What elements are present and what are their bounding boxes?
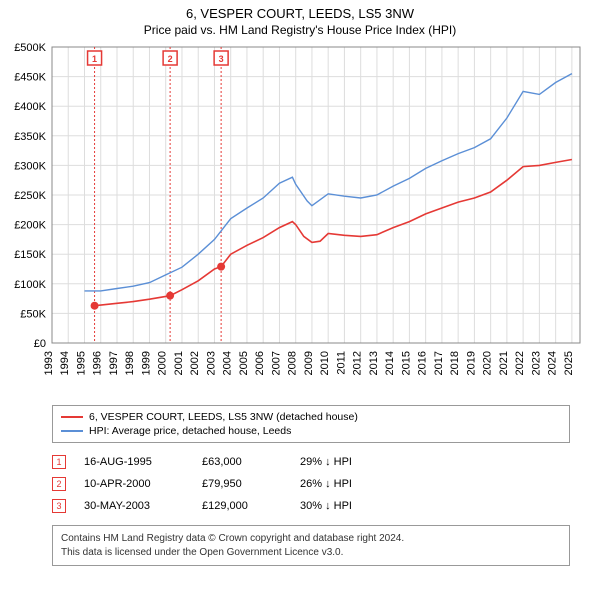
y-tick-label: £300K [14, 160, 46, 172]
sales-table: 1 16-AUG-1995 £63,000 29% ↓ HPI 2 10-APR-2000… [52, 451, 570, 517]
sale-marker-icon: 2 [52, 477, 66, 491]
y-tick-label: £450K [14, 72, 46, 84]
x-tick-label: 1999 [140, 351, 152, 375]
x-tick-label: 2001 [173, 351, 185, 375]
legend-label: HPI: Average price, detached house, Leed… [89, 425, 291, 437]
sale-hpi-delta: 30% ↓ HPI [300, 500, 352, 512]
x-tick-label: 2015 [400, 351, 412, 375]
y-tick-label: £500K [14, 42, 46, 54]
x-tick-label: 2024 [547, 351, 559, 375]
y-tick-label: £250K [14, 190, 46, 202]
sale-dot [91, 302, 99, 310]
x-tick-label: 2018 [449, 351, 461, 375]
x-tick-label: 1993 [43, 351, 55, 375]
chart-container: 6, VESPER COURT, LEEDS, LS5 3NW Price pa… [0, 0, 600, 566]
sale-marker-number: 3 [219, 54, 224, 64]
x-tick-label: 2003 [205, 351, 217, 375]
sale-price: £63,000 [202, 456, 282, 468]
y-tick-label: £50K [20, 308, 46, 320]
sale-date: 16-AUG-1995 [84, 456, 184, 468]
footer-line-1: Contains HM Land Registry data © Crown c… [61, 532, 561, 546]
x-tick-label: 1996 [92, 351, 104, 375]
legend-swatch [61, 416, 83, 418]
x-tick-label: 2004 [222, 351, 234, 375]
sale-row: 1 16-AUG-1995 £63,000 29% ↓ HPI [52, 451, 570, 473]
x-tick-label: 2017 [433, 351, 445, 375]
y-tick-label: £0 [34, 338, 46, 350]
sale-date: 10-APR-2000 [84, 478, 184, 490]
y-tick-label: £400K [14, 101, 46, 113]
title-block: 6, VESPER COURT, LEEDS, LS5 3NW Price pa… [0, 0, 600, 39]
sale-hpi-delta: 29% ↓ HPI [300, 456, 352, 468]
x-tick-label: 1994 [59, 351, 71, 375]
sale-date: 30-MAY-2003 [84, 500, 184, 512]
y-tick-label: £100K [14, 279, 46, 291]
legend-label: 6, VESPER COURT, LEEDS, LS5 3NW (detache… [89, 411, 358, 423]
x-tick-label: 2008 [287, 351, 299, 375]
x-tick-label: 2010 [319, 351, 331, 375]
legend-item: HPI: Average price, detached house, Leed… [61, 424, 561, 438]
sale-marker-number: 1 [92, 54, 97, 64]
x-tick-label: 2007 [270, 351, 282, 375]
x-tick-label: 1997 [108, 351, 120, 375]
footer-line-2: This data is licensed under the Open Gov… [61, 546, 561, 560]
x-tick-label: 1998 [124, 351, 136, 375]
sale-row: 3 30-MAY-2003 £129,000 30% ↓ HPI [52, 495, 570, 517]
x-tick-label: 2005 [238, 351, 250, 375]
sale-dot [166, 292, 174, 300]
x-tick-label: 1995 [75, 351, 87, 375]
title-address: 6, VESPER COURT, LEEDS, LS5 3NW [0, 6, 600, 21]
legend-item: 6, VESPER COURT, LEEDS, LS5 3NW (detache… [61, 410, 561, 424]
x-tick-label: 2012 [352, 351, 364, 375]
sale-marker-icon: 1 [52, 455, 66, 469]
sale-marker-icon: 3 [52, 499, 66, 513]
x-tick-label: 2019 [465, 351, 477, 375]
sale-price: £129,000 [202, 500, 282, 512]
x-tick-label: 2014 [384, 351, 396, 375]
x-tick-label: 2020 [482, 351, 494, 375]
sale-row: 2 10-APR-2000 £79,950 26% ↓ HPI [52, 473, 570, 495]
title-subtitle: Price paid vs. HM Land Registry's House … [0, 23, 600, 37]
x-tick-label: 2016 [417, 351, 429, 375]
sale-marker-number: 2 [168, 54, 173, 64]
x-tick-label: 2009 [303, 351, 315, 375]
x-tick-label: 2025 [563, 351, 575, 375]
x-tick-label: 2022 [514, 351, 526, 375]
sale-hpi-delta: 26% ↓ HPI [300, 478, 352, 490]
sale-dot [217, 263, 225, 271]
x-tick-label: 2002 [189, 351, 201, 375]
legend: 6, VESPER COURT, LEEDS, LS5 3NW (detache… [52, 405, 570, 443]
chart-area: £0 £50K £100K £150K £200K £250K £300K £350K £400… [0, 39, 600, 399]
y-tick-label: £350K [14, 131, 46, 143]
x-tick-label: 2021 [498, 351, 510, 375]
x-tick-label: 2000 [157, 351, 169, 375]
y-tick-label: £200K [14, 220, 46, 232]
x-tick-label: 2013 [368, 351, 380, 375]
legend-swatch [61, 430, 83, 432]
y-tick-label: £150K [14, 249, 46, 261]
attribution-footer: Contains HM Land Registry data © Crown c… [52, 525, 570, 566]
x-tick-label: 2006 [254, 351, 266, 375]
price-chart: £0 £50K £100K £150K £200K £250K £300K £350K £400… [0, 39, 600, 399]
x-tick-label: 2023 [530, 351, 542, 375]
sale-price: £79,950 [202, 478, 282, 490]
x-tick-label: 2011 [335, 351, 347, 375]
